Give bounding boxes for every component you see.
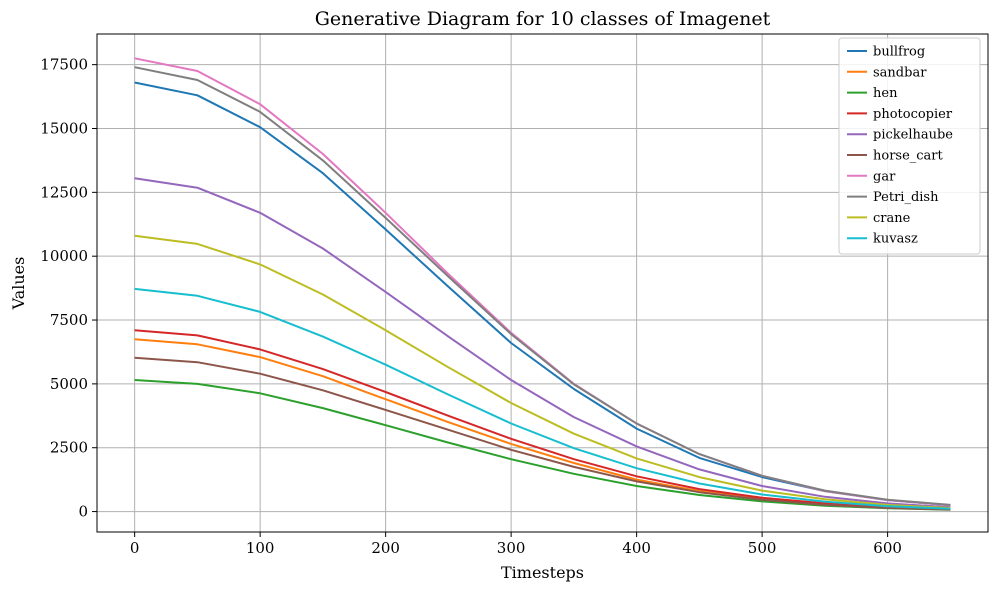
x-tick-label: 100 <box>246 539 275 557</box>
x-tick-label: 300 <box>497 539 526 557</box>
series-line-photocopier <box>134 329 951 511</box>
series-line-crane <box>134 234 951 509</box>
legend-label-petri-dish: Petri_dish <box>873 190 939 205</box>
series-line-kuvasz <box>134 287 951 510</box>
legend-label-hen: hen <box>873 86 898 101</box>
x-tick-label: 600 <box>873 539 902 557</box>
series-line-petri-dish <box>134 66 951 506</box>
y-tick-label: 10000 <box>40 247 88 265</box>
y-tick-label: 2500 <box>50 439 88 457</box>
legend-label-photocopier: photocopier <box>873 107 953 122</box>
x-tick-label: 200 <box>371 539 400 557</box>
legend-label-horse-cart: horse_cart <box>873 149 944 164</box>
y-tick-label: 7500 <box>50 311 88 329</box>
legend-label-bullfrog: bullfrog <box>873 45 925 60</box>
legend: bullfrog sandbar hen photocopier pickelhaube… <box>838 37 981 255</box>
y-tick-label: 0 <box>78 503 88 521</box>
legend-label-pickelhaube: pickelhaube <box>873 128 953 143</box>
series-line-horse-cart <box>134 356 951 511</box>
chart-title: Generative Diagram for 10 classes of Ima… <box>315 8 771 30</box>
x-tick-label: 500 <box>748 539 777 557</box>
legend-label-sandbar: sandbar <box>873 65 927 80</box>
y-tick-label: 15000 <box>40 119 88 137</box>
grid <box>97 34 988 532</box>
legend-label-gar: gar <box>873 169 896 184</box>
x-tick-label: 400 <box>622 539 651 557</box>
x-tick-label: 0 <box>130 539 140 557</box>
series-lines <box>134 57 951 511</box>
x-axis-label: Timesteps <box>501 563 584 582</box>
series-line-pickelhaube <box>134 177 951 509</box>
legend-label-crane: crane <box>873 211 911 226</box>
y-tick-label: 17500 <box>40 56 88 74</box>
y-tick-label: 5000 <box>50 375 88 393</box>
plot-area-frame <box>96 33 989 533</box>
series-line-hen <box>134 379 951 511</box>
legend-label-kuvasz: kuvasz <box>873 232 918 247</box>
axis-ticks: 0 100 200 300 400 500 600 0 2500 5000 7500 10000 125… <box>40 56 902 557</box>
y-tick-label: 12500 <box>40 183 88 201</box>
legend-box <box>838 37 981 255</box>
y-axis-label: Values <box>9 257 28 311</box>
